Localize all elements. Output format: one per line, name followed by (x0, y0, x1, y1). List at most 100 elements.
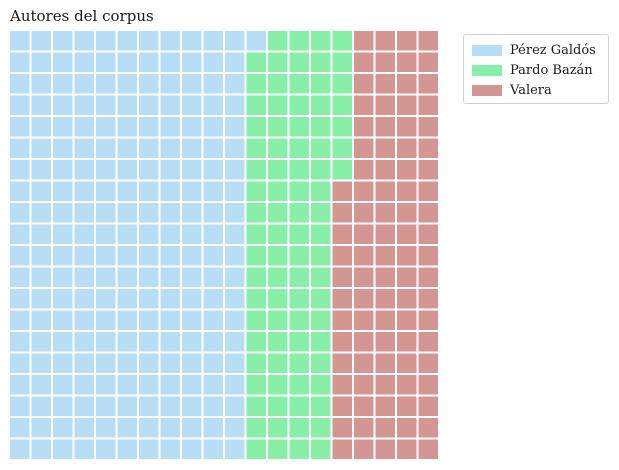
waffle-cell (74, 267, 94, 287)
waffle-cell (311, 353, 331, 373)
waffle-cell (375, 332, 395, 352)
waffle-cell (160, 246, 180, 266)
waffle-cell (418, 375, 438, 395)
waffle-cell (246, 375, 266, 395)
waffle-cell (182, 138, 202, 158)
waffle-cell (268, 224, 288, 244)
waffle-cell (375, 138, 395, 158)
waffle-cell (53, 160, 73, 180)
waffle-cell (225, 353, 245, 373)
waffle-cell (74, 203, 94, 223)
waffle-cell (354, 224, 374, 244)
waffle-grid (10, 31, 438, 459)
waffle-cell (31, 246, 51, 266)
waffle-cell (246, 95, 266, 115)
waffle-cell (139, 117, 159, 137)
waffle-cell (74, 31, 94, 51)
waffle-cell (354, 439, 374, 459)
waffle-cell (139, 332, 159, 352)
waffle-cell (96, 74, 116, 94)
waffle-cell (268, 52, 288, 72)
waffle-cell (160, 95, 180, 115)
waffle-cell (268, 310, 288, 330)
waffle-cell (418, 52, 438, 72)
waffle-cell (203, 138, 223, 158)
legend-label: Valera (510, 82, 552, 98)
waffle-cell (354, 52, 374, 72)
waffle-cell (418, 439, 438, 459)
waffle-cell (53, 310, 73, 330)
waffle-cell (268, 31, 288, 51)
waffle-cell (268, 138, 288, 158)
waffle-cell (139, 353, 159, 373)
waffle-cell (397, 224, 417, 244)
waffle-cell (117, 246, 137, 266)
waffle-cell (354, 375, 374, 395)
waffle-cell (182, 224, 202, 244)
waffle-cell (117, 310, 137, 330)
waffle-cell (96, 439, 116, 459)
waffle-cell (160, 375, 180, 395)
waffle-cell (203, 224, 223, 244)
waffle-cell (332, 418, 352, 438)
waffle-cell (96, 353, 116, 373)
waffle-cell (182, 439, 202, 459)
waffle-cell (375, 439, 395, 459)
waffle-cell (203, 203, 223, 223)
waffle-cell (375, 353, 395, 373)
waffle-cell (225, 396, 245, 416)
waffle-cell (418, 353, 438, 373)
waffle-cell (139, 224, 159, 244)
waffle-cell (289, 74, 309, 94)
legend-swatch (472, 44, 502, 56)
waffle-cell (246, 160, 266, 180)
waffle-cell (225, 332, 245, 352)
waffle-cell (354, 95, 374, 115)
waffle-cell (397, 289, 417, 309)
waffle-cell (182, 160, 202, 180)
waffle-cell (225, 74, 245, 94)
waffle-cell (397, 310, 417, 330)
waffle-cell (375, 117, 395, 137)
waffle-cell (332, 52, 352, 72)
waffle-cell (160, 160, 180, 180)
waffle-cell (289, 31, 309, 51)
waffle-cell (268, 74, 288, 94)
waffle-cell (225, 138, 245, 158)
waffle-cell (246, 117, 266, 137)
waffle-cell (246, 289, 266, 309)
waffle-cell (311, 267, 331, 287)
chart-title: Autores del corpus (10, 7, 154, 25)
waffle-cell (53, 375, 73, 395)
waffle-cell (332, 224, 352, 244)
waffle-cell (31, 181, 51, 201)
waffle-cell (203, 310, 223, 330)
waffle-cell (418, 181, 438, 201)
waffle-cell (289, 95, 309, 115)
waffle-cell (246, 332, 266, 352)
waffle-cell (10, 439, 30, 459)
waffle-cell (160, 353, 180, 373)
waffle-cell (96, 332, 116, 352)
waffle-cell (96, 396, 116, 416)
waffle-cell (53, 95, 73, 115)
waffle-cell (225, 289, 245, 309)
waffle-cell (225, 203, 245, 223)
waffle-cell (354, 396, 374, 416)
waffle-cell (311, 160, 331, 180)
waffle-cell (53, 52, 73, 72)
waffle-cell (160, 138, 180, 158)
waffle-cell (418, 396, 438, 416)
waffle-cell (311, 203, 331, 223)
waffle-cell (31, 117, 51, 137)
waffle-cell (418, 246, 438, 266)
waffle-cell (96, 289, 116, 309)
waffle-cell (397, 439, 417, 459)
waffle-cell (31, 310, 51, 330)
waffle-cell (10, 31, 30, 51)
waffle-cell (139, 95, 159, 115)
waffle-cell (375, 203, 395, 223)
waffle-cell (53, 117, 73, 137)
waffle-cell (182, 418, 202, 438)
legend: Pérez Galdós Pardo Bazán Valera (463, 34, 609, 104)
